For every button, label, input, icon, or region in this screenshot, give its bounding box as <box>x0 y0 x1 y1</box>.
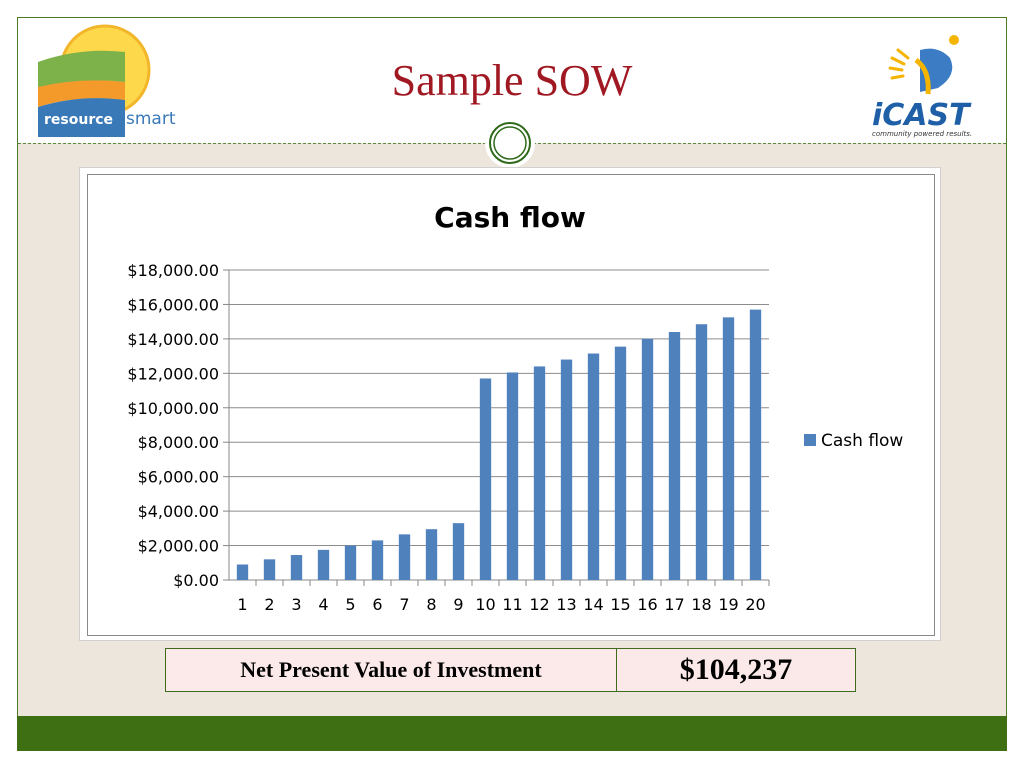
bar <box>506 372 519 580</box>
npv-value: $104,237 <box>617 649 855 691</box>
logo-right-name: iCAST <box>872 98 972 133</box>
x-tick-label: 15 <box>610 595 630 614</box>
x-tick-label: 20 <box>745 595 765 614</box>
x-tick-label: 3 <box>291 595 301 614</box>
chart-title: Cash flow <box>434 201 586 234</box>
y-tick-label: $8,000.00 <box>138 433 219 452</box>
x-tick-label: 12 <box>529 595 549 614</box>
logo-left-text-a: resource <box>44 112 113 128</box>
y-tick-label: $12,000.00 <box>127 364 219 383</box>
y-tick-label: $10,000.00 <box>127 399 219 418</box>
logo-right-tagline: community powered results. <box>872 130 972 138</box>
x-tick-label: 17 <box>664 595 684 614</box>
x-tick-label: 18 <box>691 595 711 614</box>
y-tick-label: $2,000.00 <box>138 537 219 556</box>
icast-logo: iCAST community powered results. <box>872 35 972 138</box>
npv-table: Net Present Value of Investment $104,237 <box>165 648 856 692</box>
y-tick-label: $16,000.00 <box>127 295 219 314</box>
bar <box>722 317 735 580</box>
cash-flow-chart: Cash flow $0.00 $2,000.00 $4,000.00 $6,000.… <box>127 201 903 614</box>
bar <box>398 534 411 580</box>
x-tick-label: 11 <box>502 595 522 614</box>
x-tick-label: 2 <box>264 595 274 614</box>
x-tick-label: 16 <box>637 595 657 614</box>
chart-panel: Cash flow $0.00 $2,000.00 $4,000.00 $6,000.… <box>87 174 935 636</box>
x-tick-label: 5 <box>345 595 355 614</box>
resource-smart-logo: resource smart <box>38 24 176 137</box>
x-tick-label: 7 <box>399 595 409 614</box>
bar <box>344 545 357 580</box>
bar <box>371 540 384 580</box>
y-tick-label: $0.00 <box>173 571 219 590</box>
x-tick-label: 19 <box>718 595 738 614</box>
x-tick-label: 8 <box>426 595 436 614</box>
npv-label: Net Present Value of Investment <box>166 649 617 691</box>
x-tick-label: 4 <box>318 595 328 614</box>
logo-left-text-b: smart <box>126 109 176 129</box>
bar <box>290 555 303 580</box>
bar <box>587 353 600 580</box>
x-tick-label: 10 <box>475 595 495 614</box>
bar <box>452 523 465 580</box>
x-tick-label: 6 <box>372 595 382 614</box>
y-tick-label: $4,000.00 <box>138 502 219 521</box>
bar <box>479 378 492 580</box>
bar <box>614 346 627 580</box>
legend-label: Cash flow <box>821 431 903 451</box>
y-tick-label: $18,000.00 <box>127 261 219 280</box>
bar <box>263 559 276 580</box>
x-tick-label: 9 <box>453 595 463 614</box>
page-title: Sample SOW <box>391 56 633 105</box>
bar <box>533 366 546 580</box>
bar <box>641 338 654 580</box>
y-tick-label: $6,000.00 <box>138 468 219 487</box>
footer-bar <box>17 716 1007 751</box>
y-tick-label: $14,000.00 <box>127 330 219 349</box>
bar <box>560 359 573 580</box>
bar <box>695 324 708 580</box>
bar <box>236 564 249 580</box>
divider-ornament-icon <box>485 118 535 168</box>
bar <box>749 309 762 580</box>
legend-swatch <box>804 434 816 446</box>
x-tick-label: 14 <box>583 595 603 614</box>
bar <box>317 549 330 580</box>
bar <box>425 529 438 580</box>
bar <box>668 332 681 580</box>
x-tick-label: 1 <box>237 595 247 614</box>
x-tick-label: 13 <box>556 595 576 614</box>
